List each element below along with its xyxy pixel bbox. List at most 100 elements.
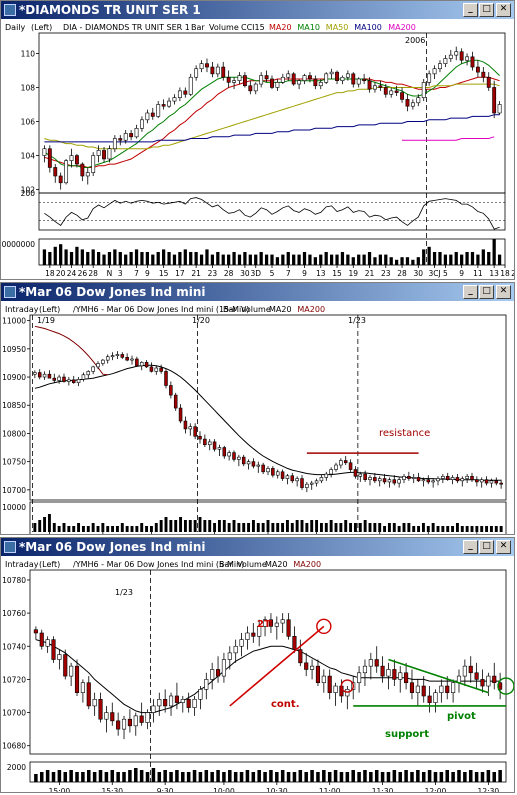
volume-bar — [344, 520, 348, 532]
close-button[interactable]: ✕ — [496, 540, 511, 554]
volume-bar — [497, 254, 502, 265]
candle-body — [150, 112, 155, 117]
candle-body — [115, 354, 120, 356]
candle-body — [42, 373, 47, 378]
y-tick-label: 10760 — [2, 609, 26, 618]
volume-bar — [476, 254, 480, 265]
candle-body — [215, 669, 221, 677]
volume-bar — [351, 257, 355, 265]
maximize-button[interactable]: □ — [479, 540, 494, 554]
candle-body — [188, 426, 193, 430]
volume-bar — [327, 772, 332, 782]
volume-bar — [87, 770, 91, 782]
candle-body — [494, 480, 499, 484]
candle-body — [96, 150, 101, 156]
candle-body — [194, 68, 199, 78]
volume-bar — [470, 526, 474, 532]
window-titlebar[interactable]: *Mar 06 Dow Jones Ind mini _ □ ✕ — [1, 538, 514, 556]
x-tick-label: 10:00 — [213, 787, 235, 792]
candle-body — [173, 394, 178, 409]
volume-bar — [275, 772, 279, 782]
candle-body — [480, 679, 485, 687]
candle-body — [215, 66, 220, 75]
volume-bar — [395, 259, 399, 265]
candle-body — [104, 712, 109, 720]
candle-body — [222, 447, 227, 457]
candle-body — [57, 654, 62, 660]
maximize-button[interactable]: □ — [479, 285, 494, 299]
volume-bar — [186, 772, 191, 782]
volume-bar — [237, 523, 241, 532]
volume-bar — [290, 523, 294, 532]
volume-bar — [422, 249, 426, 265]
x-tick-label: 11:00 — [319, 787, 341, 792]
volume-bar — [340, 252, 345, 265]
volume-bar — [216, 770, 220, 782]
close-button[interactable]: ✕ — [496, 3, 511, 17]
volume-bar — [264, 254, 269, 265]
candle-body — [445, 685, 450, 693]
legend-item-ma20: MA20 — [269, 23, 292, 32]
candle-body — [159, 367, 163, 372]
candle-body — [451, 682, 456, 693]
candle-body — [69, 155, 74, 161]
x-tick-label: N — [107, 269, 113, 278]
volume-bar — [86, 526, 90, 532]
candle-body — [183, 420, 188, 430]
volume-bar — [198, 772, 203, 782]
volume-bar — [436, 526, 440, 532]
candle-body — [431, 480, 435, 483]
volume-bar — [421, 523, 425, 532]
x-tick-label: 24 — [67, 269, 77, 278]
candle-body — [324, 73, 329, 83]
close-button[interactable]: ✕ — [496, 285, 511, 299]
volume-bar — [281, 254, 285, 265]
candle-body — [400, 92, 404, 100]
minimize-button[interactable]: _ — [463, 3, 478, 17]
minimize-button[interactable]: _ — [463, 285, 478, 299]
candle-body — [486, 76, 491, 88]
volume-bar — [374, 770, 379, 782]
x-tick-label: 12:30 — [478, 787, 500, 792]
candle-body — [387, 479, 392, 483]
candle-body — [368, 477, 372, 480]
maximize-button[interactable]: □ — [479, 3, 494, 17]
x-tick-label: 21 — [191, 269, 201, 278]
volume-bar — [115, 526, 119, 532]
candle-body — [470, 476, 474, 480]
candle-body — [120, 354, 125, 358]
candle-body — [305, 483, 309, 488]
x-tick-label: 7 — [286, 269, 291, 278]
legend-item-ma20: MA20 — [269, 305, 292, 314]
volume-bar — [305, 523, 309, 532]
candle-body — [33, 372, 37, 375]
candle-body — [448, 54, 453, 59]
candle-body — [80, 163, 85, 177]
volume-bar — [281, 523, 285, 532]
candle-body — [333, 685, 338, 693]
candle-body — [80, 682, 85, 693]
volume-bar — [358, 523, 362, 532]
volume-bar — [389, 257, 393, 265]
candle-body — [438, 63, 442, 70]
volume-bar — [441, 526, 445, 532]
candle-body — [51, 639, 56, 660]
candle-body — [404, 672, 409, 684]
candle-body — [227, 452, 231, 457]
candle-body — [75, 155, 79, 165]
volume-bar — [368, 523, 372, 532]
candle-body — [45, 639, 50, 647]
volume-bar — [163, 770, 167, 782]
x-tick-label: 18 — [45, 269, 55, 278]
candle-body — [382, 478, 387, 483]
volume-bar — [465, 252, 469, 265]
volume-bar — [72, 526, 76, 532]
window-titlebar[interactable]: *DIAMONDS TR UNIT SER 1 _ □ ✕ — [1, 1, 514, 19]
candle-body — [257, 626, 262, 637]
candle-body — [427, 695, 432, 703]
candle-body — [198, 435, 202, 440]
candle-body — [157, 698, 162, 707]
minimize-button[interactable]: _ — [463, 540, 478, 554]
window-titlebar[interactable]: *Mar 06 Dow Jones Ind mini _ □ ✕ — [1, 283, 514, 301]
candle-body — [411, 477, 416, 479]
